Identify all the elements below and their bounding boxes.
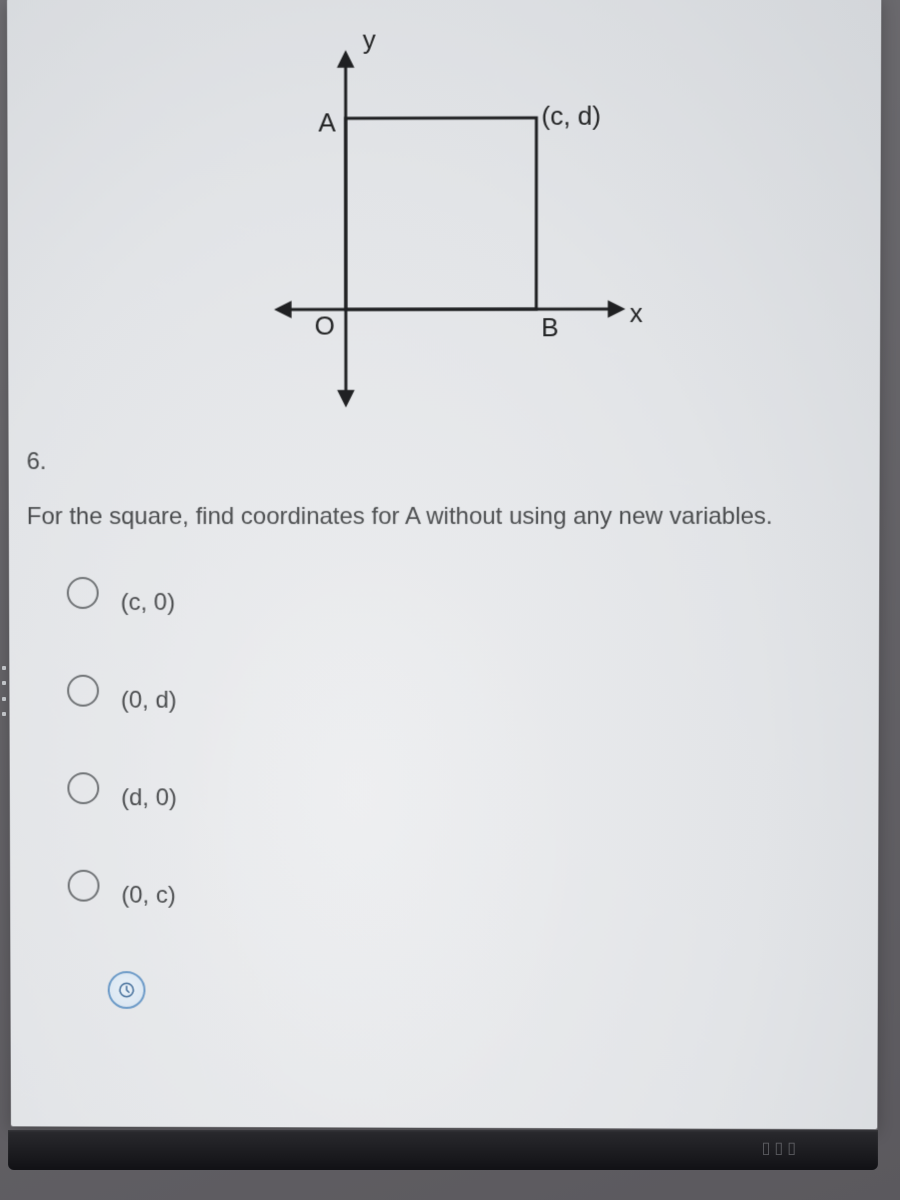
option-2[interactable]: (0, d) [67, 679, 869, 716]
option-1-label: (c, 0) [121, 589, 176, 617]
quiz-content: y A (c, d) O B x 6. For the square, find… [23, 0, 871, 1129]
option-2-label: (0, d) [121, 687, 177, 715]
x-axis-label: x [630, 298, 643, 328]
question-row: 6. For the square, find coordinates for … [25, 448, 870, 531]
timer-button[interactable] [108, 971, 146, 1009]
photo-outer-frame: y A (c, d) O B x 6. For the square, find… [0, 0, 900, 1200]
bezel-indicator-icon: ▯▯▯ [762, 1138, 800, 1158]
option-3-label: (d, 0) [121, 785, 177, 813]
radio-icon[interactable] [67, 577, 99, 609]
square-shape [346, 118, 537, 310]
radio-icon[interactable] [67, 675, 99, 707]
question-text: For the square, find coordinates for A w… [27, 503, 773, 531]
answer-options: (c, 0) (0, d) (d, 0) (0, c) [67, 581, 869, 1011]
clock-icon [118, 981, 136, 999]
point-label-cd: (c, d) [541, 101, 601, 131]
radio-icon[interactable] [67, 773, 99, 805]
laptop-bezel [8, 1130, 878, 1170]
option-4-label: (0, c) [121, 882, 175, 910]
option-4[interactable]: (0, c) [68, 874, 869, 911]
option-3[interactable]: (d, 0) [67, 777, 868, 814]
diagram-container: y A (c, d) O B x [210, 21, 682, 424]
side-grip-icon [0, 660, 8, 722]
laptop-screen: y A (c, d) O B x 6. For the square, find… [7, 0, 881, 1129]
coordinate-diagram: y A (c, d) O B x [210, 21, 682, 424]
point-label-A: A [318, 107, 336, 137]
radio-icon[interactable] [68, 870, 100, 902]
point-label-B: B [541, 312, 558, 342]
y-axis-label: y [363, 25, 376, 55]
origin-label: O [315, 310, 335, 340]
question-number: 6. [27, 449, 773, 476]
option-1[interactable]: (c, 0) [67, 581, 869, 617]
